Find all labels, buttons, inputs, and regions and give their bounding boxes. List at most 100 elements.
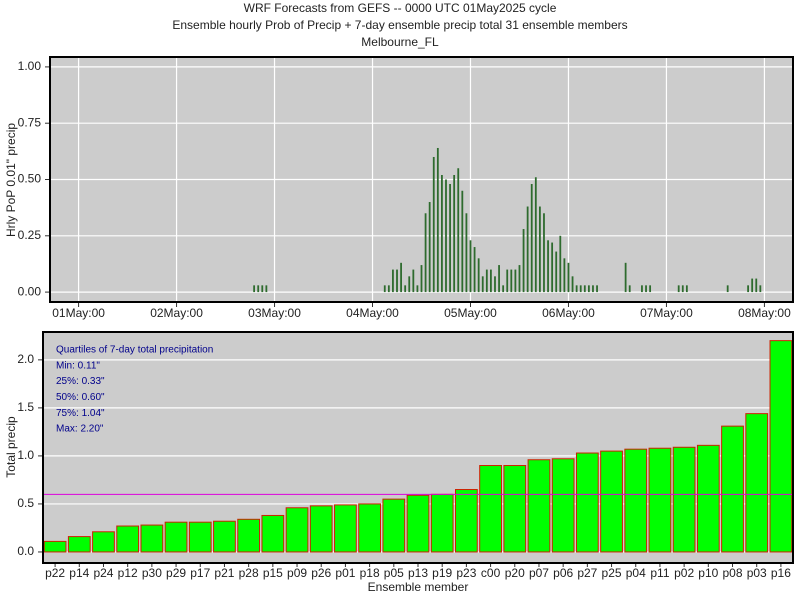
bar (473, 247, 476, 293)
bar (481, 276, 484, 293)
x-tick-label: 03May:00 (248, 306, 301, 320)
bar (672, 446, 696, 553)
y-tick-label: 1.0 (17, 448, 34, 462)
annotation: 75%: 1.04" (56, 408, 105, 419)
x-tick-label: p13 (408, 566, 428, 580)
y-tick-label: 0.0 (17, 544, 34, 558)
annotation: Max: 2.20" (56, 424, 104, 435)
bar (164, 521, 188, 553)
bar (406, 494, 430, 553)
x-tick-label: p01 (335, 566, 355, 580)
bar (649, 285, 652, 293)
x-tick-label: p23 (456, 566, 476, 580)
x-tick-label: p20 (505, 566, 525, 580)
bar (382, 498, 406, 553)
bar (555, 251, 558, 293)
bar (600, 450, 623, 553)
bar (387, 285, 390, 293)
bar (358, 503, 381, 553)
bar (469, 240, 472, 293)
chart-title: WRF Forecasts from GEFS -- 0000 UTC 01Ma… (244, 1, 557, 15)
y-tick-label: 2.0 (17, 352, 34, 366)
x-tick-label: p12 (118, 566, 138, 580)
bar (522, 229, 525, 293)
bar (592, 285, 594, 293)
bar (696, 444, 720, 553)
bar (628, 285, 631, 293)
y-axis-label: Hrly PoP 0.01" precip (4, 123, 18, 237)
y-tick-label: 1.5 (17, 400, 34, 414)
bar (759, 285, 762, 293)
bar (457, 168, 460, 293)
x-tick-label: p09 (287, 566, 307, 580)
bar (445, 179, 447, 293)
bar (494, 276, 496, 293)
bar (751, 278, 754, 293)
bar (506, 269, 509, 293)
x-tick-label: p29 (166, 566, 186, 580)
annotation: Min: 0.11" (56, 360, 100, 371)
bar (587, 285, 590, 293)
bar (498, 265, 500, 293)
bar (502, 285, 505, 293)
bar (538, 206, 541, 293)
bar (645, 285, 647, 293)
bar (432, 156, 435, 293)
bar (67, 536, 91, 553)
bar (309, 505, 333, 553)
x-axis-label: Ensemble member (368, 580, 469, 594)
y-tick-label: 1.00 (18, 59, 42, 73)
bar (477, 258, 480, 293)
bar (424, 213, 427, 293)
bar (490, 269, 492, 293)
bar (514, 269, 517, 293)
x-tick-label: p25 (602, 566, 622, 580)
bar (551, 458, 575, 553)
bar (648, 447, 672, 553)
bar (567, 262, 570, 293)
x-tick-label: p04 (626, 566, 646, 580)
x-tick-label: p30 (142, 566, 162, 580)
bar (543, 213, 545, 293)
x-tick-label: p05 (384, 566, 404, 580)
bar (455, 489, 478, 553)
bar (416, 285, 419, 293)
bar (503, 465, 527, 553)
y-tick-label: 0.00 (18, 284, 42, 298)
x-tick-label: p26 (311, 566, 331, 580)
bar (726, 285, 729, 293)
bar (583, 285, 586, 293)
bar (237, 518, 261, 553)
bar (396, 269, 398, 293)
plot-frame (42, 331, 794, 564)
bar (285, 507, 309, 553)
x-tick-label: p17 (190, 566, 210, 580)
y-tick-label: 0.25 (18, 228, 42, 242)
bar (392, 269, 394, 293)
bar (436, 147, 439, 293)
bar (408, 276, 411, 293)
x-tick-label: 05May:00 (444, 306, 497, 320)
x-tick-label: 01May:00 (52, 306, 105, 320)
bar (428, 202, 431, 293)
x-tick-label: p24 (93, 566, 113, 580)
bar (412, 269, 415, 293)
bar (213, 520, 236, 553)
bar (383, 285, 386, 293)
x-tick-label: p16 (771, 566, 791, 580)
x-tick-label: p11 (650, 566, 669, 580)
bar (579, 285, 582, 293)
plot-frame (49, 56, 794, 303)
bar (430, 493, 454, 553)
bar (527, 459, 551, 553)
x-tick-label: p18 (360, 566, 380, 580)
x-tick-label: p21 (214, 566, 234, 580)
x-tick-label: p08 (723, 566, 743, 580)
x-tick-label: c00 (481, 566, 501, 580)
y-tick-label: 0.75 (18, 115, 42, 129)
bar (575, 452, 599, 553)
bar (745, 413, 769, 553)
bar (685, 285, 688, 293)
bar (43, 540, 67, 553)
